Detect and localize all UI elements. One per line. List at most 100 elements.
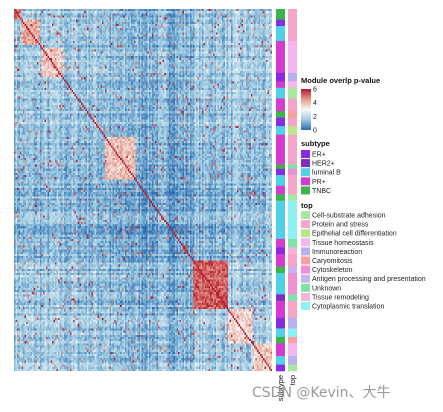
subtype-annotation-cell [276, 19, 285, 27]
top-annotation-cell [288, 253, 297, 267]
subtype-annotation-cell [276, 134, 285, 165]
subtype-annotation-cell [276, 300, 285, 319]
top-legend: Cell-substrate adhesion Protein and stres… [301, 211, 426, 311]
top-legend-label: Immunoreaction [312, 249, 362, 256]
subtype-annotation-cell [276, 294, 285, 302]
subtype-legend: ER+ HER2+ luminal B PR+ TNBC [301, 150, 341, 195]
subtype-legend-swatch [301, 159, 310, 168]
subtype-annotation-cell [276, 238, 285, 248]
heatmap-matrix [14, 9, 272, 371]
subtype-legend-label: HER2+ [312, 161, 335, 168]
color-scale-tick-label: 2 [313, 114, 317, 121]
top-annotation-cell [288, 266, 297, 274]
color-scale-tick-label: 6 [313, 87, 317, 94]
top-legend-swatch [301, 247, 310, 256]
top-annotation-cell [288, 336, 297, 344]
subtype-legend-label: PR+ [312, 179, 326, 186]
top-legend-label: Epithelial cell differentiation [312, 231, 397, 238]
top-annotation-cell [288, 317, 297, 329]
top-annotation-cell [288, 117, 297, 127]
watermark-text: CSDN @Kevin、大牛 [252, 385, 391, 401]
top-legend-swatch [301, 265, 310, 274]
top-annotation-cell [288, 19, 297, 27]
top-annotation-bar [288, 9, 297, 372]
top-legend-swatch [301, 256, 310, 265]
subtype-annotation-cell [276, 336, 285, 344]
top-legend-swatch [301, 220, 310, 229]
subtype-annotation-cell [276, 247, 285, 255]
top-annotation-cell [288, 328, 297, 338]
top-legend-label: Unknown [312, 285, 341, 292]
subtype-annotation-cell [276, 200, 285, 240]
top-legend-label: Antigen processing and presentation [312, 276, 426, 283]
subtype-annotation-cell [276, 26, 285, 42]
subtype-annotation-cell [276, 98, 285, 112]
top-legend-label: Cytoplasmic translation [312, 304, 384, 311]
subtype-annotation-cell [276, 168, 285, 176]
top-annotation-cell [288, 238, 297, 248]
subtype-annotation-cell [276, 40, 285, 74]
top-legend-label: Protein and stress [312, 222, 369, 229]
top-legend-label: Tissue homeostasis [312, 240, 374, 247]
top-legend-swatch [301, 229, 310, 238]
subtype-annotation-cell [276, 266, 285, 274]
top-legend-label: Caryomitosis [312, 258, 353, 265]
subtype-annotation-cell [276, 117, 285, 127]
subtype-annotation-cell [276, 81, 285, 89]
subtype-annotation-cell [276, 87, 285, 99]
top-annotation-cell [288, 194, 297, 201]
subtype-annotation-bar [276, 9, 285, 372]
top-annotation-cell [288, 343, 297, 357]
top-legend-label: Tissue remodeling [312, 294, 369, 301]
top-legend-swatch [301, 292, 310, 301]
subtype-legend-label: ER+ [312, 152, 326, 159]
top-annotation-cell [288, 87, 297, 99]
subtype-annotation-cell [276, 328, 285, 338]
subtype-annotation-cell [276, 111, 285, 118]
subtype-annotation-cell [276, 364, 285, 372]
top-legend-swatch [301, 302, 310, 310]
top-legend-label: Cell-substrate adhesion [312, 213, 386, 220]
subtype-legend-swatch [301, 177, 310, 186]
color-scale-tick-label: 4 [313, 100, 317, 107]
color-scale-bar [301, 89, 311, 130]
top-annotation-cell [288, 9, 297, 20]
subtype-legend-swatch [301, 168, 310, 177]
top-annotation-cell [288, 273, 297, 295]
subtype-annotation-cell [276, 185, 285, 195]
subtype-legend-label: TNBC [312, 188, 331, 195]
top-annotation-cell [288, 185, 297, 195]
top-annotation-cell [288, 40, 297, 74]
top-annotation-cell [288, 300, 297, 319]
subtype-annotation-label: subtype [276, 375, 285, 401]
subtype-legend-label: luminal B [312, 170, 341, 177]
subtype-legend-swatch [301, 186, 310, 195]
top-legend-title: top [301, 201, 313, 210]
top-legend-swatch [301, 211, 310, 219]
top-annotation-cell [288, 168, 297, 176]
color-scale-ticks: 0 2 4 6 [313, 87, 317, 135]
top-legend-swatch [301, 283, 310, 292]
top-annotation-cell [288, 126, 297, 135]
color-scale-title: Module overlp p-value [301, 76, 380, 85]
subtype-annotation-cell [276, 194, 285, 201]
top-annotation-cell [288, 81, 297, 89]
top-annotation-cell [288, 364, 297, 372]
subtype-annotation-cell [276, 126, 285, 135]
top-annotation-cell [288, 26, 297, 42]
subtype-annotation-cell [276, 356, 285, 365]
top-legend-swatch [301, 238, 310, 247]
top-annotation-cell [288, 98, 297, 112]
subtype-annotation-cell [276, 9, 285, 20]
top-legend-label: Cytoskeleton [312, 267, 353, 274]
top-legend-swatch [301, 274, 310, 283]
color-scale-tick-label: 0 [313, 128, 317, 135]
top-annotation-cell [288, 72, 297, 82]
subtype-annotation-cell [276, 164, 285, 170]
subtype-annotation-cell [276, 343, 285, 357]
top-annotation-cell [288, 294, 297, 302]
subtype-annotation-cell [276, 72, 285, 82]
subtype-annotation-cell [276, 273, 285, 295]
heatmap-cells [14, 9, 272, 371]
